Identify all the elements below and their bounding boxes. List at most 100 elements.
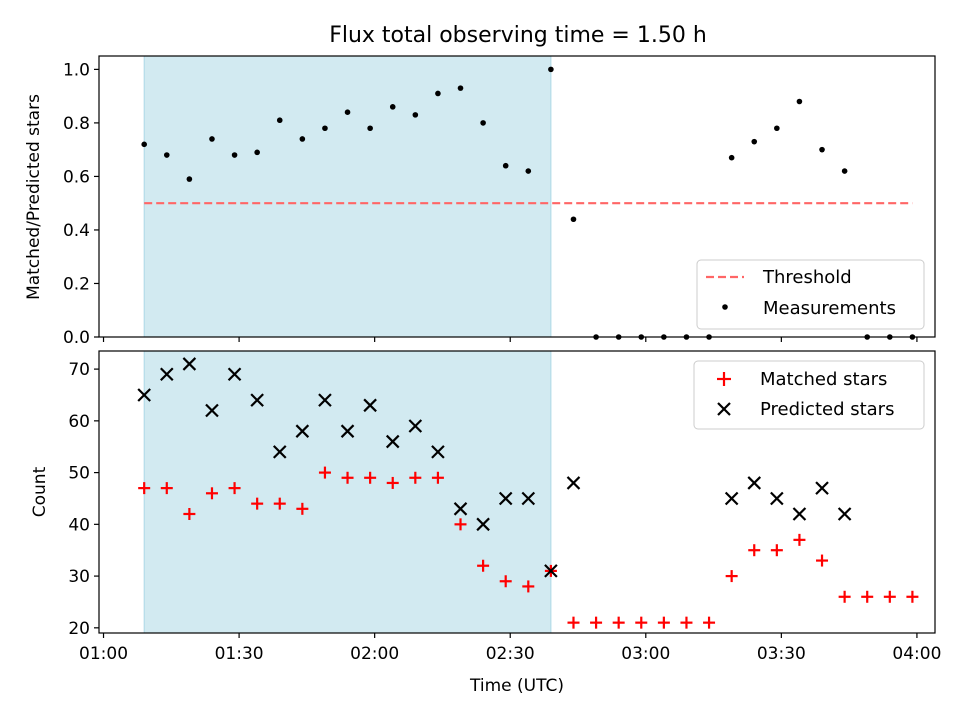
matched-legend-label: Matched stars	[760, 369, 887, 390]
measurements-legend-label: Measurements	[763, 298, 896, 319]
y-tick-label: 0.0	[63, 328, 90, 348]
matched-point	[680, 616, 693, 629]
bottom-panel: 20 30 40 50 60 70 01:00 01:30 02:00 02:30 03:00 03…	[30, 350, 941, 696]
matched-point	[793, 533, 806, 546]
measurement-point	[819, 146, 825, 153]
measurement-point	[231, 152, 238, 158]
predicted-point	[431, 445, 445, 459]
matched-point	[816, 554, 829, 567]
matched-point	[725, 570, 738, 583]
measurement-point	[299, 136, 306, 142]
y-tick-label: 70	[68, 360, 90, 380]
predicted-point	[227, 367, 242, 382]
predicted-point	[498, 491, 513, 506]
y-tick-label: 60	[68, 412, 90, 432]
bot-shaded-region	[143, 350, 552, 634]
predicted-point	[182, 357, 197, 371]
bottom-plot-frame	[98, 350, 936, 634]
measurement-point	[141, 141, 147, 148]
y-tick-label: 50	[68, 464, 90, 484]
top-plot-frame	[98, 55, 936, 338]
predicted-point	[521, 491, 536, 506]
predicted-point	[137, 388, 151, 402]
predicted-point	[408, 419, 423, 433]
measurement-point	[254, 149, 260, 156]
x-tick-label: 03:00	[621, 644, 670, 664]
matched-point	[499, 575, 512, 588]
matched-point	[160, 482, 173, 495]
matched-point	[386, 476, 399, 489]
predicted-legend-swatch	[717, 402, 731, 416]
predicted-point	[272, 445, 287, 459]
y-tick-label: 20	[68, 619, 90, 639]
y-tick-label: 0.6	[63, 167, 90, 187]
y-tick-label: 0.4	[63, 221, 90, 241]
matched-point	[748, 544, 761, 557]
measurement-point	[435, 90, 441, 97]
matched-point	[183, 507, 196, 520]
matched-point	[657, 616, 670, 629]
measurement-point	[480, 120, 486, 126]
predicted-point	[544, 564, 558, 578]
predicted-point	[815, 481, 829, 495]
matched-point	[635, 616, 648, 629]
x-tick-label: 03:30	[757, 644, 806, 664]
y-tick-label: 40	[68, 515, 90, 535]
measurement-point	[367, 125, 373, 132]
measurement-point	[796, 98, 803, 105]
measurement-point	[412, 112, 419, 118]
top-shaded-region	[143, 55, 552, 338]
matched-point	[590, 616, 603, 629]
matched-point	[522, 580, 535, 593]
x-tick-label: 02:00	[350, 644, 399, 664]
predicted-point	[340, 424, 355, 438]
measurement-point	[163, 152, 170, 158]
bot-series-0	[138, 466, 919, 629]
measurement-point	[774, 125, 780, 132]
x-tick-label: 01:00	[79, 644, 128, 664]
bottom-legend-box	[693, 360, 925, 430]
predicted-point	[385, 434, 400, 449]
matched-point	[703, 616, 716, 629]
predicted-point	[770, 491, 784, 506]
measurement-point	[548, 66, 554, 73]
threshold-legend-label: Threshold	[762, 267, 852, 288]
measurement-point	[344, 109, 351, 115]
matched-point	[251, 497, 264, 510]
measurement-point	[389, 104, 396, 110]
matched-point	[318, 466, 331, 479]
predicted-point	[792, 507, 807, 521]
measurement-point	[570, 216, 577, 223]
measurement-point	[209, 136, 215, 142]
matched-point	[431, 471, 444, 484]
matched-point	[341, 471, 354, 484]
matched-legend-swatch	[717, 372, 731, 386]
y-tick-label: 30	[68, 567, 90, 587]
measurement-point	[841, 168, 848, 174]
matched-point	[477, 559, 490, 572]
matched-point	[770, 544, 783, 557]
top-legend-box	[696, 259, 925, 330]
predicted-point	[205, 403, 219, 418]
predicted-point	[250, 393, 264, 407]
y-tick-label: 1.0	[63, 60, 90, 80]
matched-point	[906, 590, 919, 603]
top-panel: 0.0 0.2 0.4 0.6 0.8 1.0 Matched/Predicted sta…	[24, 55, 936, 348]
top-y-axis: 0.0 0.2 0.4 0.6 0.8 1.0	[63, 60, 99, 348]
x-tick-label: 02:30	[486, 644, 535, 664]
matched-point	[205, 487, 218, 500]
predicted-point	[160, 367, 174, 382]
bottom-y-axis-label: Count	[30, 466, 50, 517]
predicted-point	[837, 507, 852, 521]
x-axis-label: Time (UTC)	[469, 676, 564, 696]
predicted-legend-label: Predicted stars	[760, 399, 894, 420]
predicted-point	[453, 502, 468, 516]
predicted-point	[363, 398, 377, 413]
measurement-point	[186, 176, 193, 182]
matched-point	[567, 616, 580, 629]
bottom-y-axis: 20 30 40 50 60 70	[68, 360, 99, 639]
chart-title: Flux total observing time = 1.50 h	[329, 23, 707, 48]
predicted-point	[747, 476, 762, 490]
bottom-legend: Matched stars Predicted stars	[693, 360, 925, 430]
measurement-point	[502, 162, 509, 169]
